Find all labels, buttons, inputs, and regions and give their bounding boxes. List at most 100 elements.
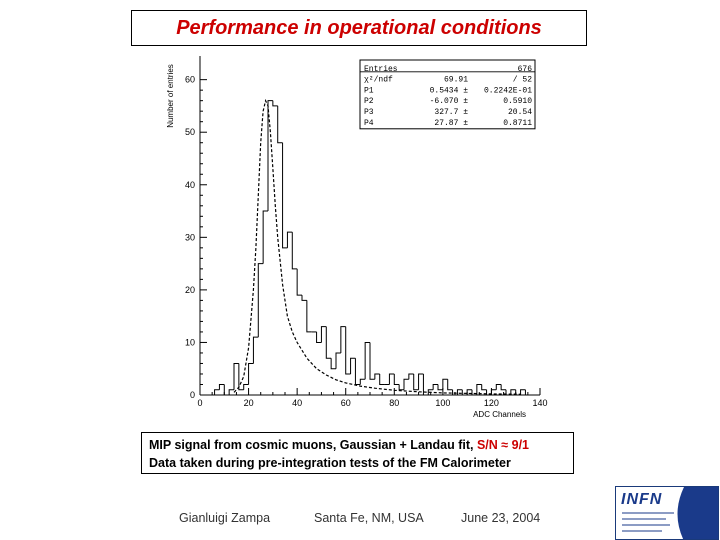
histogram-bin — [267, 100, 273, 212]
histogram-bin — [476, 383, 482, 395]
histogram-bin — [335, 352, 341, 369]
histogram-bin — [408, 373, 414, 380]
histogram-bin — [354, 358, 361, 385]
histogram-bin — [427, 389, 434, 395]
x-tick-label: 100 — [435, 398, 450, 408]
histogram-bin — [500, 384, 506, 391]
histogram-bin — [223, 384, 230, 396]
stats-value: 0.5434 ± — [430, 86, 469, 95]
histogram-bin — [340, 326, 346, 353]
histogram-bin — [369, 342, 375, 380]
histogram-bin — [238, 363, 244, 391]
stats-label: P3 — [364, 108, 374, 117]
histogram-bin — [413, 373, 419, 391]
histogram-bin — [374, 373, 380, 380]
histogram-bin — [481, 384, 487, 391]
snr-highlight: S/N ≈ 9/1 — [476, 438, 529, 452]
x-tick-label: 140 — [532, 398, 547, 408]
infn-logo: INFN — [615, 486, 719, 540]
histogram-bin — [437, 384, 443, 391]
x-tick-label: 20 — [244, 398, 254, 408]
x-tick-label: 60 — [341, 398, 351, 408]
histogram-bin — [403, 378, 409, 390]
histogram-bin — [515, 389, 521, 396]
x-tick-label: 40 — [292, 398, 302, 408]
x-tick-label: 80 — [389, 398, 399, 408]
y-tick-label: 60 — [185, 75, 195, 85]
histogram-bin — [272, 100, 278, 107]
histogram-bin — [301, 295, 307, 301]
histogram-bin — [291, 232, 298, 270]
stats-label: P4 — [364, 119, 374, 128]
histogram-bin — [296, 268, 302, 296]
stats-error: 0.8711 — [503, 119, 532, 128]
stats-error: 676 — [518, 65, 533, 74]
histogram-bin — [228, 389, 234, 395]
histogram-bin — [520, 389, 526, 395]
histogram-bin — [486, 389, 492, 396]
footer-date: June 23, 2004 — [461, 511, 541, 525]
histogram-bin — [243, 383, 249, 390]
histogram-bin — [316, 331, 322, 343]
stats-error: 0.5910 — [503, 97, 532, 106]
histogram-bin — [257, 263, 264, 338]
stats-label: χ²/ndf — [364, 76, 393, 85]
footer-author: Gianluigi Zampa — [179, 511, 271, 525]
histogram-bin — [286, 231, 293, 248]
infn-logo-text: INFN — [621, 491, 663, 508]
histogram-bin — [325, 326, 332, 359]
y-tick-label: 40 — [185, 180, 195, 190]
title-box: Performance in operational conditions — [131, 10, 587, 46]
histogram-bin — [359, 378, 366, 385]
histogram-bin — [364, 341, 370, 380]
histogram-bin — [461, 389, 468, 396]
histogram-bin — [248, 362, 254, 385]
y-axis-label: Number of entries — [166, 64, 175, 128]
y-tick-label: 0 — [190, 390, 195, 400]
histogram-bin — [471, 389, 477, 396]
histogram-bin — [418, 373, 424, 390]
histogram-bin — [447, 379, 453, 391]
histogram-bin — [233, 362, 239, 390]
histogram-bin — [442, 378, 448, 390]
histogram-bin — [495, 383, 502, 390]
y-tick-label: 20 — [185, 285, 195, 295]
caption-box: MIP signal from cosmic muons, Gaussian +… — [141, 432, 574, 474]
histogram-bin — [282, 142, 288, 249]
caption-main-text: MIP signal from cosmic muons, Gaussian +… — [149, 438, 477, 452]
histogram-bin — [456, 389, 463, 395]
histogram-bin — [277, 105, 283, 144]
histogram-bin — [422, 373, 429, 396]
histogram-bin — [398, 384, 404, 391]
histogram-bin — [218, 383, 225, 390]
infn-logo-graphic — [622, 487, 718, 539]
stats-error: 0.2242E-01 — [484, 86, 532, 95]
histogram-bin — [252, 336, 259, 364]
stats-value: 27.87 ± — [434, 119, 468, 128]
stats-value: -6.070 ± — [430, 97, 469, 106]
caption-line-1: MIP signal from cosmic muons, Gaussian +… — [149, 436, 566, 454]
y-tick-label: 30 — [185, 232, 195, 242]
fit-curve — [233, 98, 521, 395]
histogram-bin — [345, 326, 351, 375]
histogram-bin — [262, 210, 268, 264]
stats-label: P2 — [364, 97, 374, 106]
stats-error: 20.54 — [508, 108, 532, 117]
histogram-bin — [350, 357, 356, 374]
histogram-bin — [524, 389, 531, 396]
x-axis-label: ADC Channels — [473, 410, 526, 419]
histogram-bin — [490, 389, 497, 395]
histogram-chart: 0 20 40 60 80 100 120 140 0 10 20 30 40 50 60 ADC Chann… — [166, 56, 548, 419]
histogram-bin — [330, 358, 336, 370]
histogram-bin — [320, 326, 327, 343]
x-tick-label: 120 — [484, 398, 499, 408]
slide-title: Performance in operational conditions — [176, 16, 542, 39]
y-tick-label: 10 — [185, 337, 195, 347]
caption-line-2: Data taken during pre-integration tests … — [149, 456, 511, 470]
histogram-bin — [393, 373, 400, 385]
histogram-bin — [388, 373, 395, 385]
histogram-bin — [214, 389, 220, 395]
histogram-bin — [510, 389, 516, 395]
histogram-bin — [379, 373, 385, 385]
stats-value: 69.91 — [444, 76, 468, 85]
